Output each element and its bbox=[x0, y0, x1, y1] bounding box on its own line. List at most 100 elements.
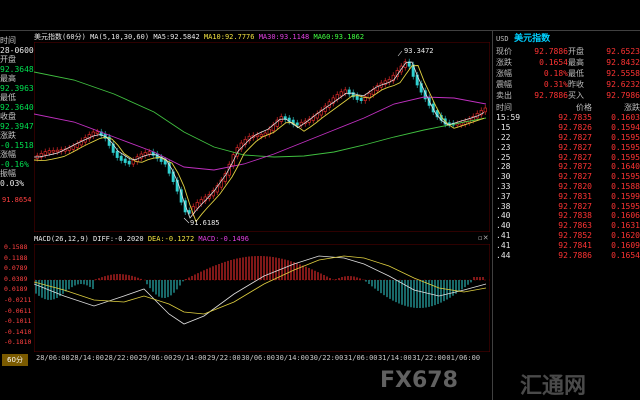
quote-label: 涨跌 bbox=[496, 58, 512, 67]
low-annotation-pointer bbox=[183, 217, 190, 224]
time-axis-label: 28/06:00 bbox=[36, 354, 70, 362]
candle bbox=[259, 133, 263, 137]
tick-price: 92.7863 bbox=[558, 221, 592, 231]
macd-axis: 0.1588 0.1188 0.0789 0.0389 0.0189 -0.0211 -0.… bbox=[2, 243, 34, 353]
candle bbox=[47, 150, 51, 154]
candle bbox=[127, 160, 131, 165]
time-axis: 28/06:00 28/14:00 28/22:00 29/06:00 29/14:00… bbox=[30, 354, 495, 366]
candle bbox=[275, 119, 279, 127]
macd-bars bbox=[35, 256, 484, 308]
candle bbox=[335, 94, 339, 100]
quote-row: 涨幅 0.18% 最低 92.5558 bbox=[496, 68, 640, 79]
dea-value: DEA:-0.1272 bbox=[147, 235, 195, 243]
candle bbox=[143, 152, 147, 156]
quote-value: 0.1654 bbox=[539, 58, 568, 67]
tick-price: 92.7852 bbox=[558, 230, 592, 240]
quote-label: 最高 bbox=[567, 58, 584, 67]
candle bbox=[87, 134, 91, 140]
candle bbox=[115, 150, 119, 158]
tick-price: 92.7831 bbox=[558, 191, 592, 201]
level-marker: 91.8654 bbox=[2, 196, 32, 204]
quote-label: 最低 bbox=[567, 69, 584, 78]
tick-time: .37 bbox=[496, 191, 511, 201]
candle bbox=[391, 74, 395, 82]
chart-header: 美元指数(60分) MA(5,10,30,60) MA5:92.5842 MA1… bbox=[34, 32, 490, 42]
candle bbox=[147, 151, 151, 155]
tick-time: .23 bbox=[496, 142, 511, 152]
tick-price: 92.7827 bbox=[558, 142, 592, 152]
candles bbox=[35, 58, 487, 217]
candle bbox=[347, 89, 351, 95]
tick-row: 15:59 92.7835 0.1603 bbox=[496, 113, 640, 123]
period-tab-60min[interactable]: 60分 bbox=[2, 354, 28, 366]
tick-change: 0.1595 bbox=[611, 152, 640, 162]
tick-row: .40 92.7838 0.1606 bbox=[496, 211, 640, 221]
macd-axis-label: 0.1588 bbox=[4, 243, 28, 251]
candle bbox=[255, 134, 259, 138]
candle bbox=[95, 131, 99, 134]
candle bbox=[119, 155, 123, 161]
watermark-fx678: FX678 bbox=[380, 368, 458, 393]
bar-info-panel: 时间 28-0600 开盘 92.3648 最高 92.3963 最低 92.3… bbox=[0, 36, 34, 196]
ma10-line bbox=[34, 65, 485, 223]
amp-value: 0.03% bbox=[0, 178, 25, 188]
candle bbox=[359, 97, 363, 102]
ma60-value: MA60:93.1862 bbox=[313, 33, 365, 41]
tick-time: .30 bbox=[496, 172, 511, 182]
tick-time: 15:59 bbox=[496, 113, 521, 123]
ma30-value: MA30:93.1148 bbox=[258, 33, 310, 41]
tick-row: .40 92.7863 0.1631 bbox=[496, 221, 640, 231]
candle bbox=[199, 199, 203, 205]
tick-row: .15 92.7826 0.1594 bbox=[496, 123, 640, 133]
high-value: 92.3963 bbox=[0, 83, 34, 93]
quote-label: 震幅 bbox=[496, 80, 512, 89]
candle bbox=[39, 153, 43, 158]
ma60-line bbox=[34, 71, 487, 158]
tick-price: 92.7820 bbox=[558, 181, 592, 191]
high-annotation-pointer bbox=[397, 50, 403, 57]
quote-value: 92.6232 bbox=[606, 80, 640, 89]
tick-price: 92.7841 bbox=[558, 240, 592, 250]
quote-value: 92.7886 bbox=[534, 47, 568, 56]
tick-row: .41 92.7841 0.1609 bbox=[496, 240, 640, 250]
high-annotation: 93.3472 bbox=[404, 47, 434, 55]
tick-row: .28 92.7872 0.1640 bbox=[496, 162, 640, 172]
tick-price: 92.7827 bbox=[558, 172, 592, 182]
tick-price: 92.7826 bbox=[558, 123, 592, 133]
candle bbox=[383, 80, 387, 85]
quote-value: 92.7986 bbox=[606, 91, 640, 100]
pct-value: -0.16% bbox=[0, 159, 29, 169]
quote-row: 涨跌 0.1654 最高 92.8432 bbox=[496, 57, 640, 68]
candle bbox=[123, 158, 127, 163]
tick-time: .41 bbox=[496, 240, 511, 250]
quote-label: 昨收 bbox=[567, 80, 584, 89]
dea-line bbox=[34, 255, 487, 315]
time-axis-label: 29/14:00 bbox=[172, 354, 207, 362]
macd-chart[interactable] bbox=[34, 244, 490, 352]
low-value: 92.3640 bbox=[0, 102, 34, 112]
tick-row: .30 92.7827 0.1595 bbox=[496, 172, 640, 182]
macd-axis-label: -0.1410 bbox=[4, 327, 32, 336]
ma5-line bbox=[34, 61, 485, 219]
time-label: 时间 bbox=[0, 36, 16, 45]
macd-close-icon[interactable]: ▫✕ bbox=[478, 234, 489, 242]
quote-value: 92.8432 bbox=[606, 58, 640, 67]
quote-row: 卖出 92.7886 买入 92.7986 bbox=[496, 90, 640, 101]
tick-row: .23 92.7827 0.1595 bbox=[496, 142, 640, 152]
tick-col-price: 价格 bbox=[575, 103, 592, 112]
price-chart[interactable]: 93.3472 91.6185 bbox=[34, 42, 490, 232]
tick-time: .40 bbox=[496, 221, 511, 231]
candle bbox=[351, 92, 355, 98]
tick-row: .41 92.7852 0.1620 bbox=[496, 231, 640, 241]
tick-change: 0.1588 bbox=[611, 181, 640, 191]
tick-col-chg: 涨跌 bbox=[624, 103, 640, 112]
tick-price: 92.7827 bbox=[558, 132, 592, 142]
macd-header: MACD(26,12,9) DIFF:-0.2020 DEA:-0.1272 M… bbox=[34, 235, 490, 245]
diff-line bbox=[34, 255, 487, 325]
quote-panel: USD 美元指数 现价 92.7886 开盘 92.6523 涨跌 0.1654 最高 92.… bbox=[496, 32, 640, 362]
tick-time: .15 bbox=[496, 123, 511, 133]
candle bbox=[183, 200, 187, 213]
time-axis-label: 30/14:00 bbox=[275, 354, 310, 362]
tick-time: .28 bbox=[496, 162, 511, 172]
macd-axis-label: 0.0189 bbox=[4, 285, 28, 294]
